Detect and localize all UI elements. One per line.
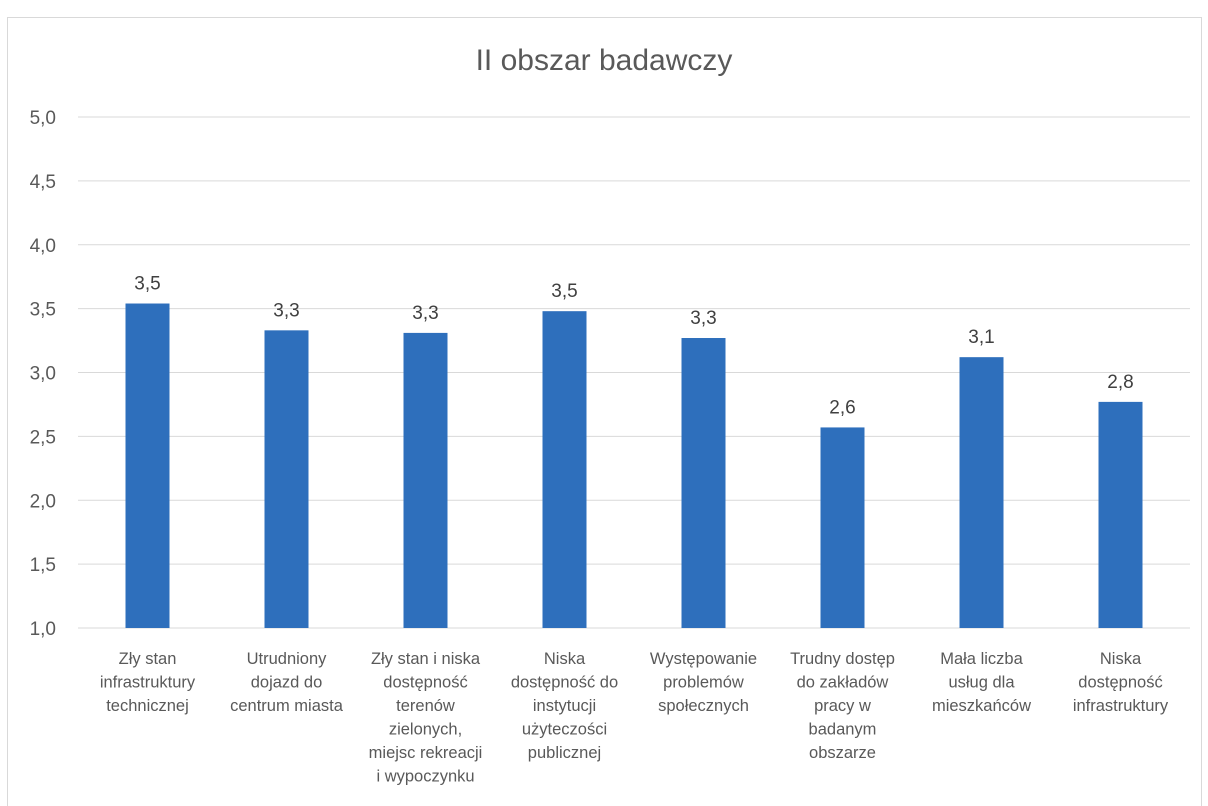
bar: [820, 427, 865, 628]
category-labels: Zły stan infrastruktury technicznej Utrudni…: [100, 650, 1169, 786]
data-label: 3,3: [412, 303, 438, 324]
y-tick-label: 4,0: [30, 236, 56, 257]
category-label: Niska dostępność infrastruktury: [1073, 650, 1169, 715]
category-label: Trudny dostęp do zakładów pracy w badanym ob…: [790, 650, 895, 762]
category-label: Utrudniony dojazd do centrum miasta: [230, 650, 344, 715]
category-label: Występowanie problemów społecznych: [650, 650, 757, 715]
y-tick-label: 5,0: [30, 108, 56, 129]
data-labels: 3,5 3,3 3,3 3,5 3,3 2,6 3,1 2,8: [134, 274, 1133, 419]
bar: [959, 357, 1004, 628]
category-label: Zły stan infrastruktury technicznej: [100, 650, 196, 715]
y-tick-label: 2,0: [30, 491, 56, 512]
gridlines: [78, 116, 1190, 629]
data-label: 3,3: [273, 300, 299, 321]
y-tick-label: 4,5: [30, 172, 56, 193]
bar: [403, 332, 448, 628]
y-tick-label: 2,5: [30, 427, 56, 448]
category-label: Mała liczba usług dla mieszkańców: [932, 650, 1031, 715]
data-label: 2,8: [1107, 372, 1133, 393]
data-label: 3,5: [134, 274, 160, 295]
chart-title: II obszar badawczy: [475, 44, 733, 77]
data-label: 3,3: [690, 308, 716, 329]
y-tick-label: 3,0: [30, 364, 56, 385]
data-label: 2,6: [829, 397, 855, 418]
data-label: 3,1: [968, 327, 994, 348]
category-label: Zły stan i niska dostępność terenów zielony…: [369, 650, 483, 786]
bar: [681, 338, 726, 628]
bar: [1098, 401, 1143, 628]
y-tick-label: 1,0: [30, 619, 56, 640]
y-tick-label: 1,5: [30, 555, 56, 576]
bar: [264, 330, 309, 628]
y-tick-label: 3,5: [30, 300, 56, 321]
y-axis-ticks: 1,0 1,5 2,0 2,5 3,0 3,5 4,0 4,5 5,0: [30, 108, 56, 640]
bar: [542, 311, 587, 628]
bars: [125, 303, 1143, 628]
category-label: Niska dostępność do instytucji użyteczości p…: [511, 650, 618, 762]
bar: [125, 303, 170, 628]
data-label: 3,5: [551, 281, 577, 302]
